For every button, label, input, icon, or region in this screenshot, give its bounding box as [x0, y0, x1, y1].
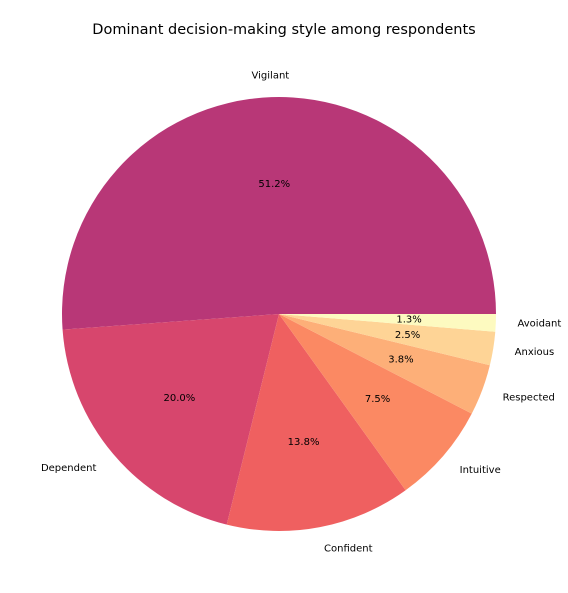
slice-percent-intuitive: 7.5%	[365, 394, 390, 405]
pie-slice-respected	[279, 314, 490, 414]
pie-slice-dependent	[62, 314, 279, 525]
slice-percent-respected: 3.8%	[388, 355, 413, 366]
pie-slice-avoidant	[279, 314, 496, 332]
pie-labels: Vigilant 51.2% Dependent 20.0% Confident 13.8…	[41, 70, 561, 554]
slice-label-dependent: Dependent	[41, 463, 97, 474]
slice-percent-dependent: 20.0%	[164, 393, 196, 404]
slice-label-vigilant: Vigilant	[252, 70, 290, 81]
chart-title: Dominant decision-making style among res…	[92, 22, 476, 38]
pie-slices	[62, 97, 497, 531]
slice-percent-anxious: 2.5%	[395, 330, 420, 341]
pie-slice-vigilant	[62, 97, 497, 330]
slice-percent-vigilant: 51.2%	[258, 179, 290, 190]
pie-slice-confident	[226, 314, 406, 531]
slice-label-intuitive: Intuitive	[460, 465, 501, 476]
slice-label-respected: Respected	[503, 393, 555, 404]
slice-label-anxious: Anxious	[515, 347, 555, 358]
pie-slice-anxious	[279, 314, 496, 366]
slice-label-avoidant: Avoidant	[518, 319, 562, 330]
slice-percent-avoidant: 1.3%	[396, 314, 421, 325]
slice-label-confident: Confident	[324, 543, 373, 554]
pie-slice-intuitive	[279, 314, 472, 491]
slice-percent-confident: 13.8%	[288, 437, 320, 448]
